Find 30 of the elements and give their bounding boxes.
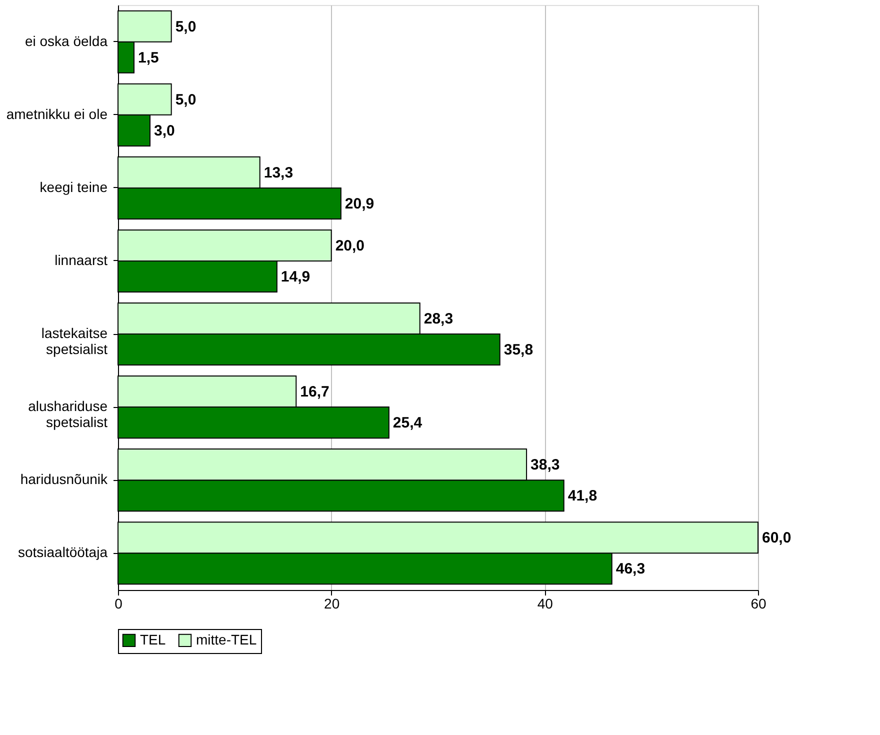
data-label: 20,0 <box>335 237 365 254</box>
x-tick-label: 40 <box>537 596 554 612</box>
y-tick-label: ei oska öelda <box>24 32 108 49</box>
data-label: 1,5 <box>138 49 159 66</box>
y-tick-label: linnaarst <box>54 252 108 268</box>
data-label: 46,3 <box>616 560 646 578</box>
data-label: 16,7 <box>300 384 330 401</box>
data-label: 5,0 <box>175 18 196 36</box>
data-label: 35,8 <box>504 342 534 359</box>
legend-label: mitte-TEL <box>196 631 257 648</box>
data-label: 20,9 <box>344 195 374 212</box>
data-label: 13,3 <box>264 164 294 182</box>
legend-label: TEL <box>140 631 166 648</box>
data-label: 28,3 <box>424 310 454 328</box>
y-tick-label: keegi teine <box>40 178 108 195</box>
data-label: 14,9 <box>280 268 310 286</box>
y-tick-label: alushariduse spetsialist <box>28 398 108 430</box>
data-label: 3,0 <box>154 122 175 140</box>
y-tick-label: sotsiaaltöötaja <box>18 544 108 560</box>
data-label: 5,0 <box>175 91 196 108</box>
x-tick-label: 20 <box>324 596 340 612</box>
data-label: 60,0 <box>762 530 792 547</box>
data-label: 25,4 <box>392 414 423 432</box>
x-tick-label: 0 <box>114 596 123 612</box>
y-tick-label: ametnikku ei ole <box>6 106 108 122</box>
x-tick-label: 60 <box>750 596 766 612</box>
y-tick-label: lastekaitse spetsialist <box>41 325 108 358</box>
data-label: 41,8 <box>568 488 598 505</box>
y-tick-label: haridusnõunik <box>20 471 108 488</box>
data-label: 38,3 <box>530 456 560 474</box>
